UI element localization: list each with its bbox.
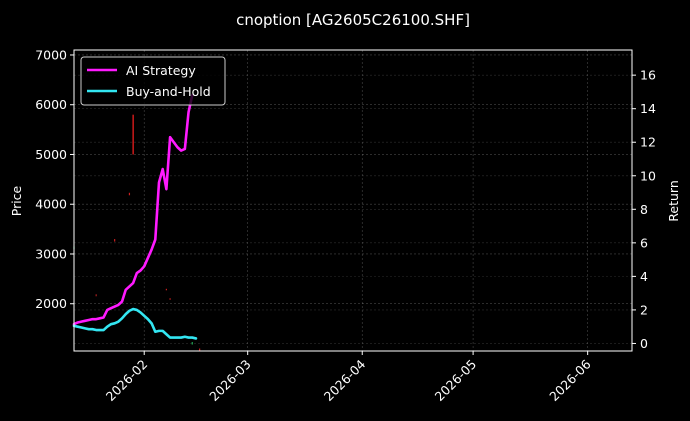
series-line-buy-and-hold: [72, 307, 198, 340]
left-tick-label: 3000: [35, 246, 67, 261]
series-line-ai-strategy: [72, 93, 194, 326]
left-axis-label: Price: [9, 185, 24, 216]
left-tick-label: 7000: [35, 47, 67, 62]
right-axis-label: Return: [666, 180, 681, 221]
right-tick-label: 10: [640, 168, 656, 183]
left-tick-label: 2000: [35, 296, 67, 311]
right-tick-label: 6: [640, 235, 648, 250]
right-tick-label: 4: [640, 269, 648, 284]
right-tick-label: 0: [640, 336, 648, 351]
chart-title: cnoption [AG2605C26100.SHF]: [236, 11, 470, 29]
right-axis: 0 2 4 6 8 10 12 14 16: [632, 68, 656, 351]
right-tick-label: 8: [640, 202, 648, 217]
left-tick-label: 6000: [35, 97, 67, 112]
left-axis: 2000 3000 4000 5000 6000 7000: [35, 47, 74, 311]
left-tick-label: 5000: [35, 147, 67, 162]
right-tick-label: 2: [640, 302, 648, 317]
right-tick-label: 16: [640, 68, 656, 83]
legend-label-ai-strategy: AI Strategy: [126, 63, 196, 78]
plot-frame: [73, 49, 633, 352]
series-lines: [72, 93, 198, 340]
legend-label-buy-and-hold: Buy-and-Hold: [126, 84, 211, 99]
right-tick-label: 12: [640, 135, 656, 150]
right-tick-label: 14: [640, 101, 656, 116]
left-tick-label: 4000: [35, 197, 67, 212]
legend: AI Strategy Buy-and-Hold: [80, 56, 226, 106]
